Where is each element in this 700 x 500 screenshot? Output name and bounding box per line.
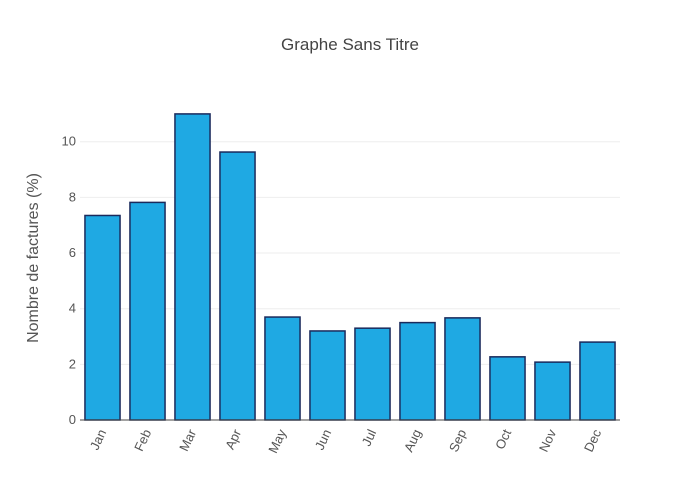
x-tick-label: Apr bbox=[222, 426, 244, 451]
y-tick-label: 10 bbox=[62, 134, 76, 149]
bar-nov bbox=[534, 361, 571, 421]
x-tick-label: May bbox=[265, 426, 289, 455]
bar-dec bbox=[579, 341, 616, 421]
bar-jan bbox=[84, 214, 121, 421]
x-tick-label: Feb bbox=[131, 427, 154, 454]
x-tick-label: Nov bbox=[536, 426, 560, 454]
y-tick-label: 6 bbox=[69, 245, 76, 260]
bars bbox=[84, 113, 616, 421]
bar-sep bbox=[444, 317, 481, 421]
y-tick-label: 2 bbox=[69, 356, 76, 371]
x-tick-label: Dec bbox=[581, 426, 605, 454]
bar-jun bbox=[309, 330, 346, 421]
bar-apr bbox=[219, 151, 256, 421]
bar-feb bbox=[129, 201, 166, 421]
y-tick-label: 0 bbox=[69, 412, 76, 427]
x-tick-label: Aug bbox=[401, 427, 424, 454]
bar-jul bbox=[354, 327, 391, 421]
x-tick-label: Sep bbox=[446, 427, 469, 454]
y-tick-label: 4 bbox=[69, 301, 76, 316]
x-tick-label: Oct bbox=[492, 427, 514, 452]
x-axis-ticks: Jan Feb Mar Apr May Jun Jul Aug Sep Oct Nov Dec bbox=[87, 426, 605, 455]
gridlines bbox=[80, 141, 620, 365]
bar-aug bbox=[399, 321, 436, 421]
bar-mar bbox=[174, 113, 211, 421]
y-axis-label: Nombre de factures (%) bbox=[25, 173, 42, 343]
y-tick-label: 8 bbox=[69, 189, 76, 204]
x-tick-label: Jun bbox=[312, 427, 334, 452]
x-tick-label: Jul bbox=[359, 427, 380, 449]
chart-title: Graphe Sans Titre bbox=[281, 35, 419, 54]
x-tick-label: Mar bbox=[176, 426, 199, 453]
y-axis-ticks: 0 2 4 6 8 10 bbox=[62, 134, 76, 427]
bar-oct bbox=[489, 356, 526, 421]
bar-may bbox=[264, 316, 301, 421]
x-tick-label: Jan bbox=[87, 427, 109, 452]
